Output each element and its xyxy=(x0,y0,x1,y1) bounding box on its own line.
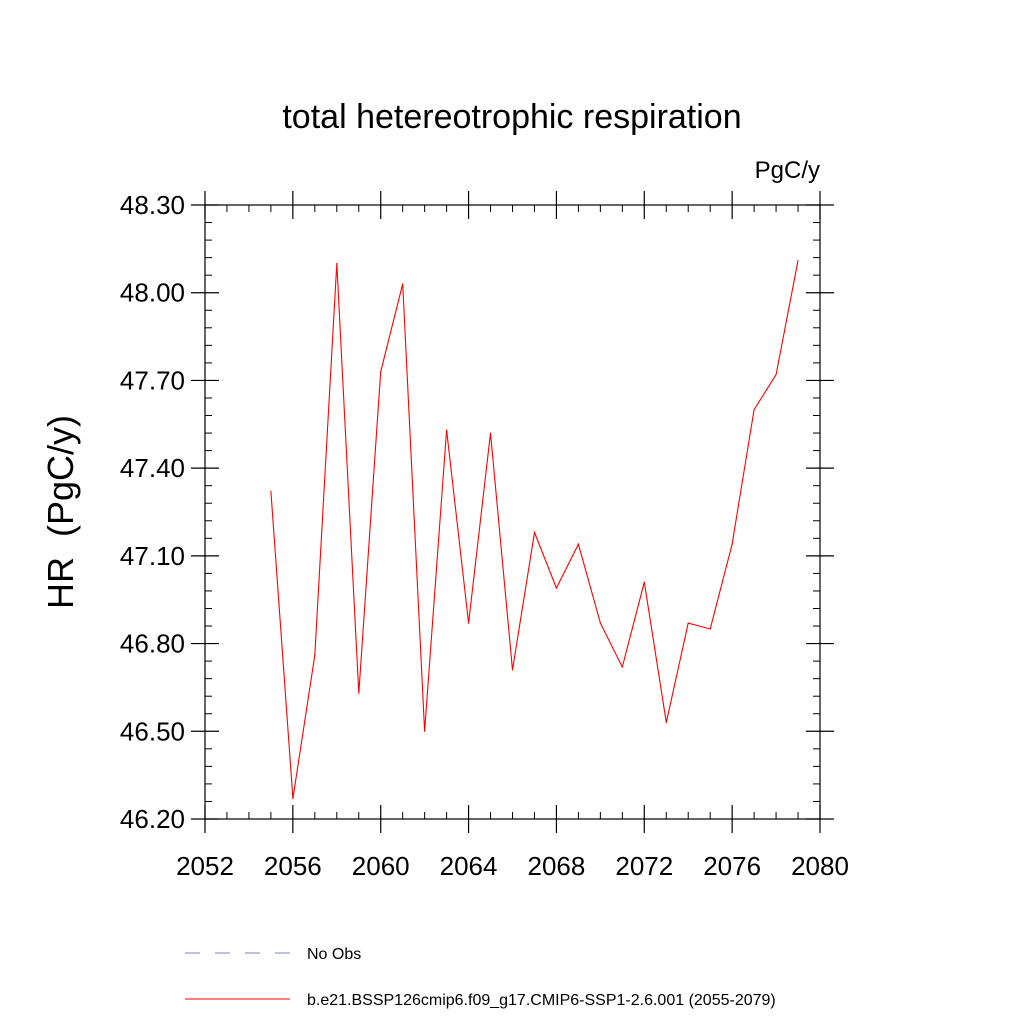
data-point xyxy=(314,654,316,656)
data-point xyxy=(709,628,711,630)
chart-title: total hetereotrophic respiration xyxy=(282,98,742,136)
data-point xyxy=(665,721,667,724)
data-point xyxy=(533,531,536,534)
x-tick-label: 2064 xyxy=(440,851,498,881)
x-tick-label: 2052 xyxy=(176,851,234,881)
y-tick-label: 46.80 xyxy=(120,629,185,659)
data-point xyxy=(643,581,645,583)
data-point xyxy=(467,622,470,624)
data-point xyxy=(753,409,755,411)
x-tick-label: 2080 xyxy=(791,851,849,881)
data-point xyxy=(292,797,294,800)
data-point xyxy=(380,371,382,373)
data-point xyxy=(511,669,514,671)
data-point xyxy=(555,587,558,589)
data-point xyxy=(797,259,799,262)
y-tick-label: 48.00 xyxy=(120,278,185,308)
series-line xyxy=(270,260,799,799)
data-point xyxy=(577,543,579,545)
data-point xyxy=(489,432,492,434)
data-point xyxy=(687,622,689,624)
legend-label: b.e21.BSSP126cmip6.f09_g17.CMIP6-SSP1-2.… xyxy=(307,992,776,1009)
y-tick-label: 47.10 xyxy=(120,541,185,571)
y-tick-label: 47.40 xyxy=(120,453,185,483)
x-tick-label: 2056 xyxy=(264,851,322,881)
y-tick-label: 47.70 xyxy=(120,365,185,395)
data-point xyxy=(446,429,448,431)
units-label: PgC/y xyxy=(754,157,820,184)
data-point xyxy=(402,283,404,285)
x-tick-label: 2076 xyxy=(703,851,761,881)
data-point xyxy=(599,622,601,624)
y-tick-label: 46.50 xyxy=(120,716,185,746)
legend-label: No Obs xyxy=(307,946,361,963)
x-tick-label: 2072 xyxy=(615,851,673,881)
data-point xyxy=(775,373,777,376)
data-point xyxy=(336,262,338,265)
y-tick-label: 48.30 xyxy=(120,190,185,220)
data-point xyxy=(621,666,623,668)
data-point xyxy=(731,543,733,545)
data-point xyxy=(358,692,360,694)
data-point xyxy=(424,730,426,732)
y-tick-label: 46.20 xyxy=(120,804,185,834)
x-tick-label: 2068 xyxy=(528,851,586,881)
data-point xyxy=(270,490,272,493)
plot-frame xyxy=(204,204,821,820)
x-tick-label: 2060 xyxy=(352,851,410,881)
